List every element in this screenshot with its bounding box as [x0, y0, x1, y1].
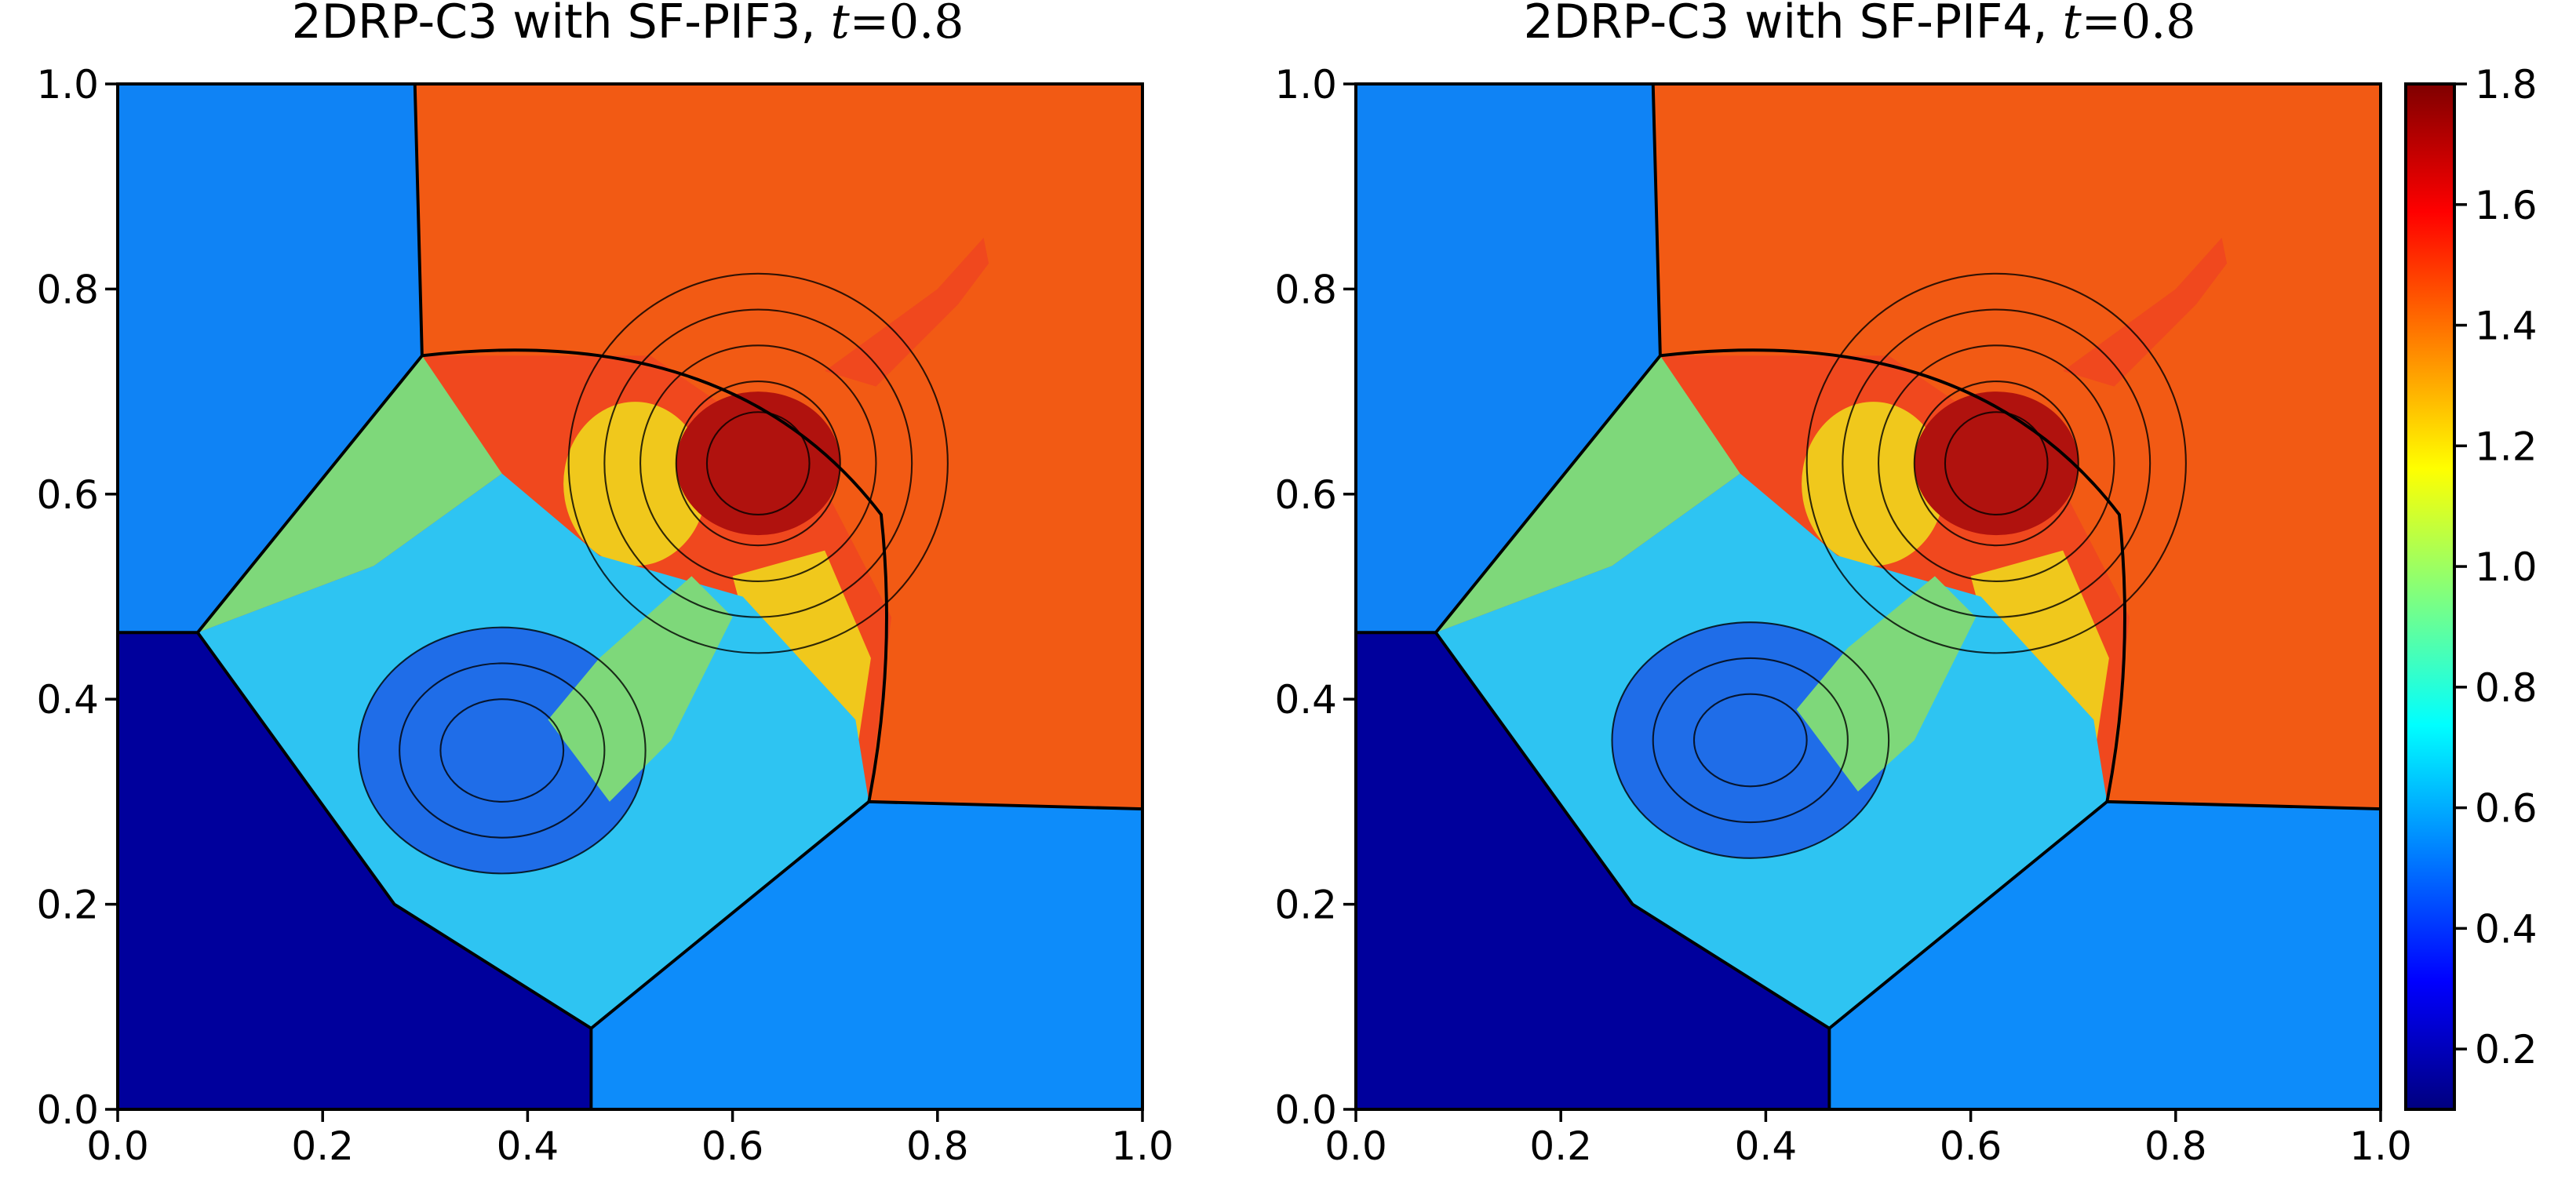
colorbar-tick-label: 1.8 — [2475, 62, 2538, 107]
colorbar-gradient — [2406, 84, 2454, 1109]
panel-left-x-ticks: 0.0 0.2 0.4 0.6 0.8 1.0 — [86, 1109, 1174, 1169]
x-tick-label: 0.8 — [2144, 1123, 2207, 1169]
panel-right-frame — [1354, 82, 2382, 1111]
x-tick-label: 0.2 — [291, 1123, 354, 1169]
colorbar-tick-label: 0.2 — [2475, 1027, 2538, 1072]
colorbar-tick-label: 0.4 — [2475, 906, 2538, 952]
x-tick-label: 0.4 — [1735, 1123, 1798, 1169]
x-tick-label: 0.4 — [497, 1123, 559, 1169]
colorbar-tick-label: 1.2 — [2475, 424, 2538, 469]
colorbar-tick-label: 1.4 — [2475, 304, 2538, 349]
y-tick-label: 0.4 — [1274, 677, 1337, 723]
y-tick-label: 0.8 — [1274, 267, 1337, 312]
colorbar-tick-label: 1.6 — [2475, 183, 2538, 228]
y-tick-label: 0.0 — [1274, 1087, 1337, 1133]
x-tick-label: 1.0 — [1111, 1123, 1174, 1169]
panel-right-x-ticks: 0.0 0.2 0.4 0.6 0.8 1.0 — [1324, 1109, 2412, 1169]
y-tick-label: 1.0 — [1274, 62, 1337, 107]
x-tick-label: 0.0 — [86, 1123, 149, 1169]
y-tick-label: 0.4 — [36, 677, 99, 723]
colorbar-tick-label: 0.8 — [2475, 665, 2538, 711]
panel-right-title: 2DRP-C3 with SF-PIF4, t=0.8 — [1524, 0, 2196, 49]
panel-left: 2DRP-C3 with SF-PIF3, t=0.8 — [36, 0, 1173, 1169]
colorbar-frame — [2404, 82, 2456, 1111]
x-tick-label: 0.6 — [1940, 1123, 2002, 1169]
y-tick-label: 0.8 — [36, 267, 99, 312]
colorbar-ticks: 0.2 0.4 0.6 0.8 1.0 1.2 1.4 1.6 1.8 — [2454, 62, 2538, 1072]
panel-left-heatmap — [118, 84, 1142, 1109]
colorbar: 0.2 0.4 0.6 0.8 1.0 1.2 1.4 1.6 1.8 — [2404, 62, 2538, 1111]
x-tick-label: 0.8 — [906, 1123, 969, 1169]
colorbar-tick-label: 0.6 — [2475, 786, 2538, 832]
y-tick-label: 0.2 — [36, 883, 99, 928]
panel-right: 2DRP-C3 with SF-PIF4, t=0.8 — [1274, 0, 2411, 1169]
y-tick-label: 0.2 — [1274, 883, 1337, 928]
x-tick-label: 0.6 — [701, 1123, 764, 1169]
y-tick-label: 0.6 — [36, 472, 99, 518]
panel-right-y-ticks: 0.0 0.2 0.4 0.6 0.8 1.0 — [1274, 62, 1356, 1133]
x-tick-label: 0.2 — [1529, 1123, 1592, 1169]
panel-left-title: 2DRP-C3 with SF-PIF3, t=0.8 — [292, 0, 964, 49]
panel-right-heatmap — [1356, 84, 2381, 1109]
y-tick-label: 0.6 — [1274, 472, 1337, 518]
y-tick-label: 0.0 — [36, 1087, 99, 1133]
y-tick-label: 1.0 — [36, 62, 99, 107]
colorbar-tick-label: 1.0 — [2475, 544, 2538, 590]
panel-left-y-ticks: 0.0 0.2 0.4 0.6 0.8 1.0 — [36, 62, 118, 1133]
x-tick-label: 1.0 — [2349, 1123, 2412, 1169]
x-tick-label: 0.0 — [1324, 1123, 1387, 1169]
panel-left-frame — [116, 82, 1144, 1111]
